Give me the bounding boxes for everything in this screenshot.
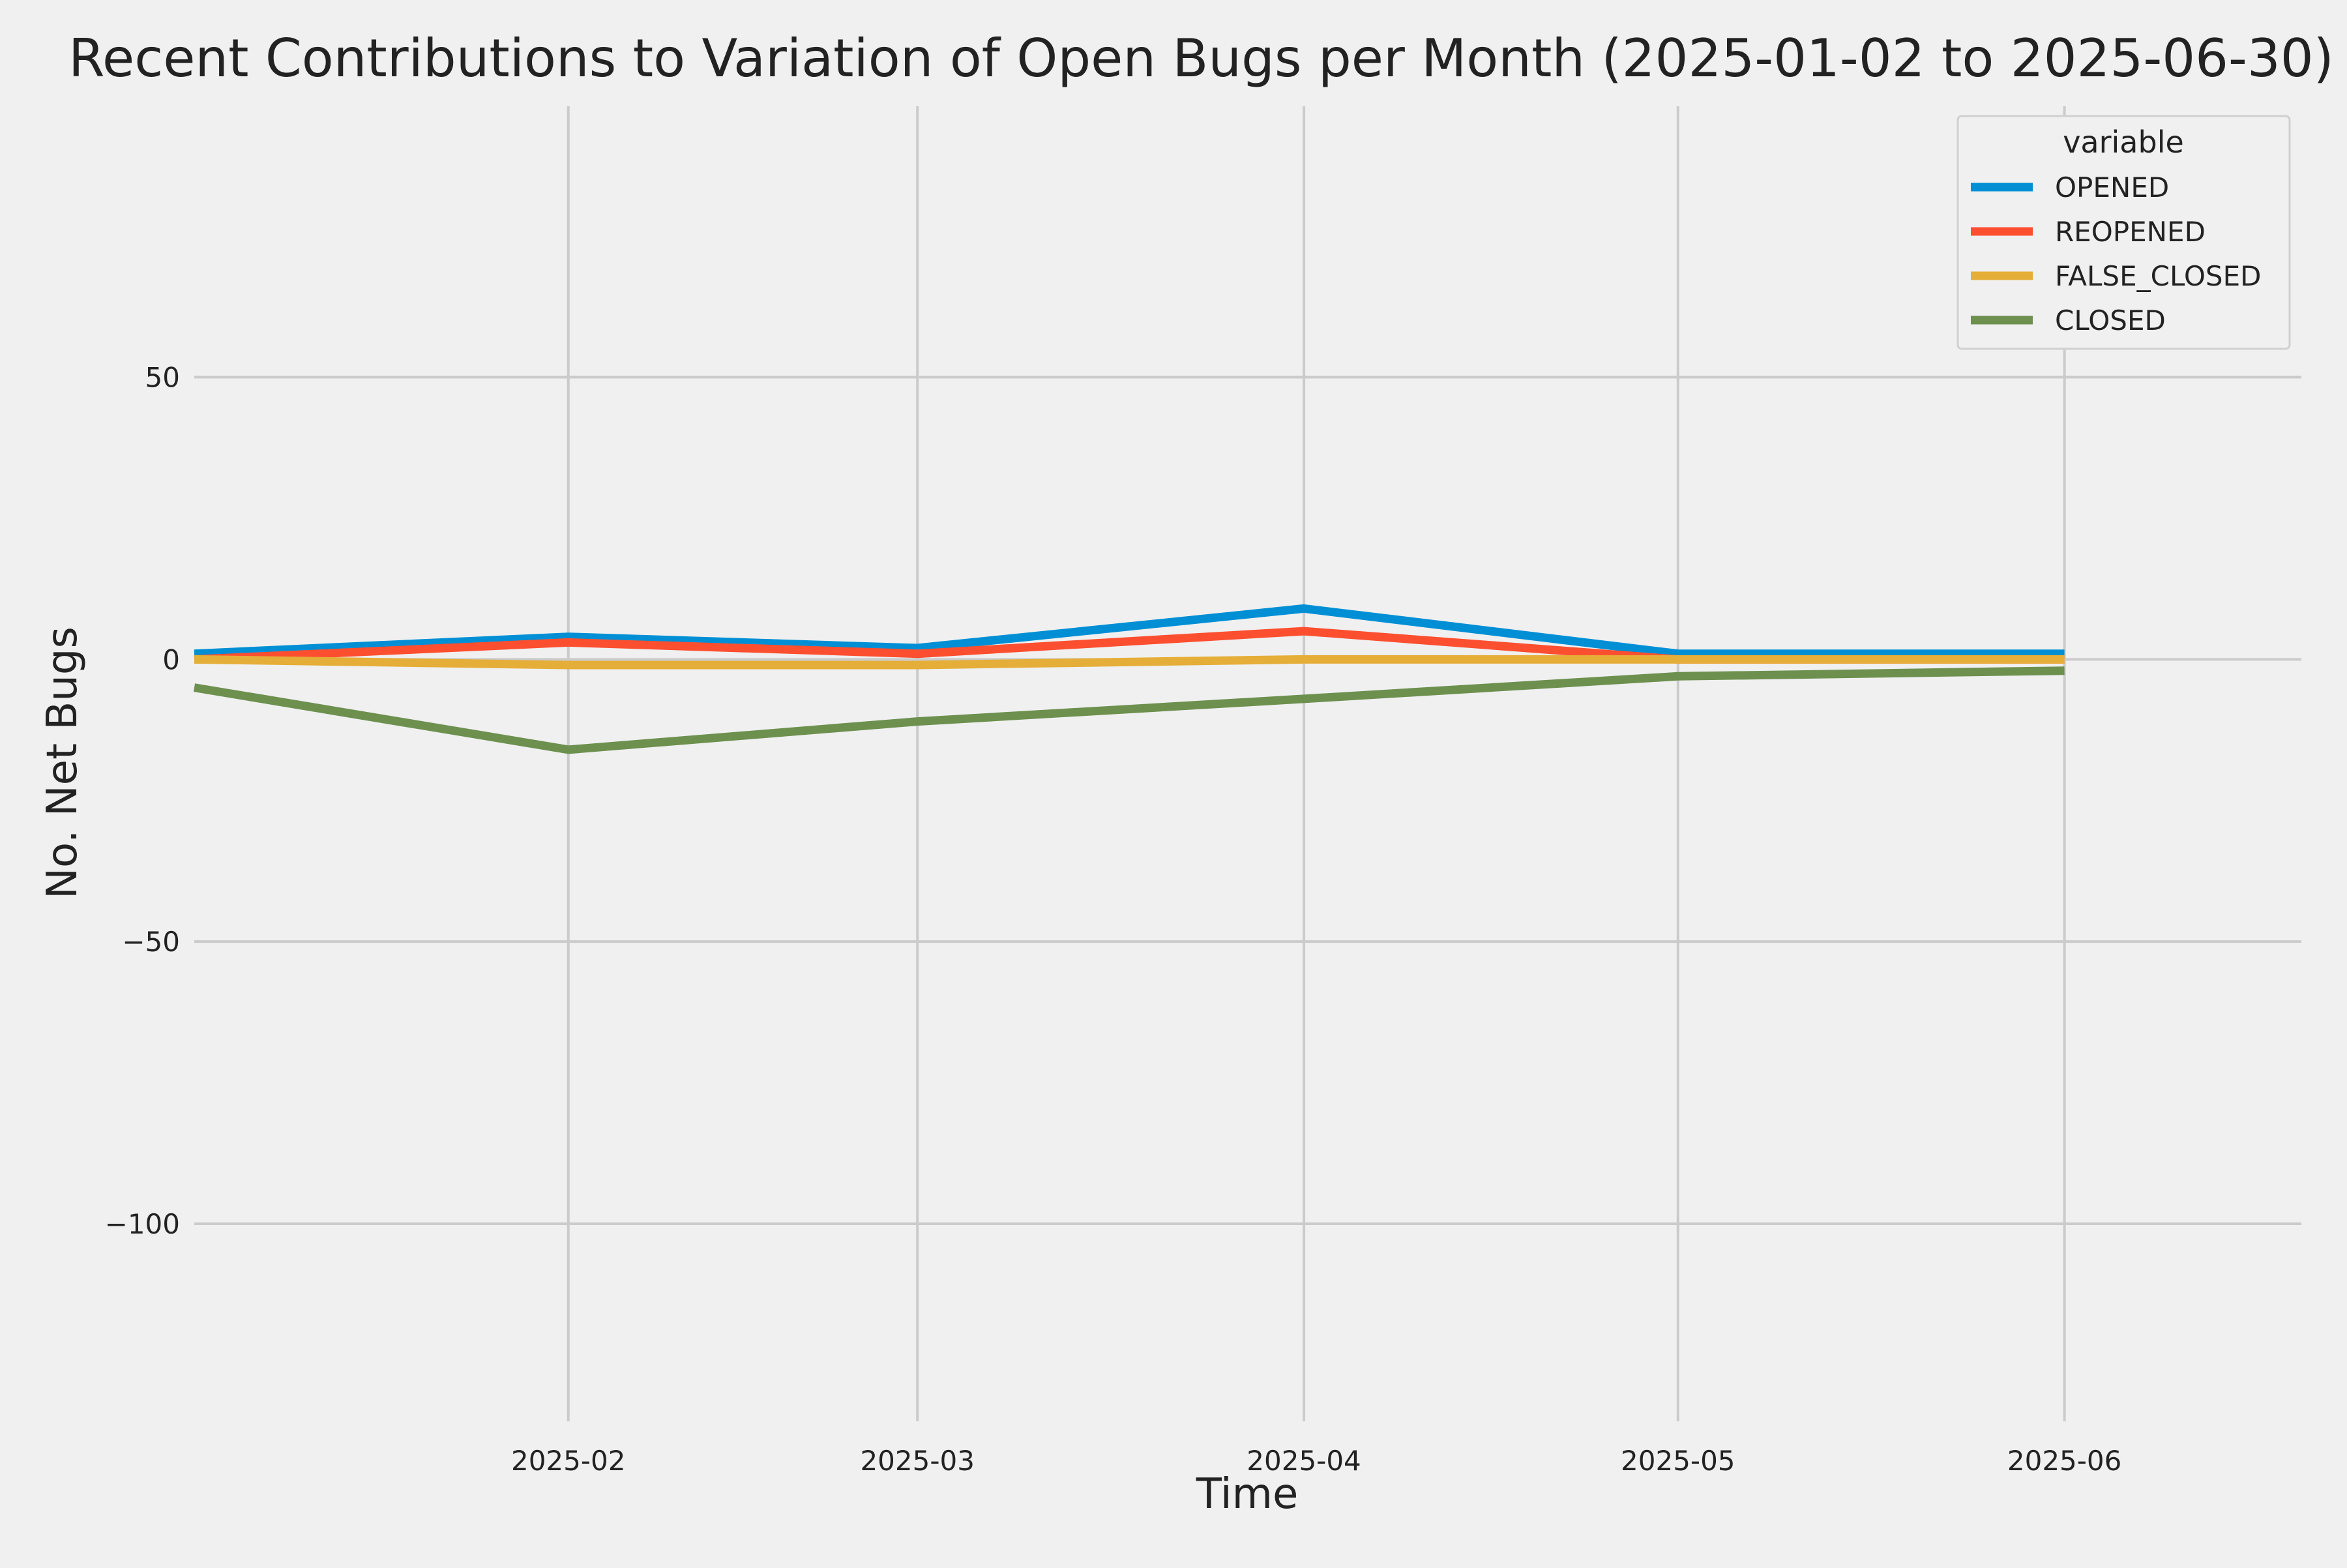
- legend-label: OPENED: [2055, 171, 2169, 203]
- y-tick-label: 50: [145, 362, 180, 394]
- y-tick-label: 0: [162, 643, 180, 675]
- y-tick-label: −50: [122, 926, 180, 958]
- series-line-opened: [194, 604, 2065, 658]
- legend-label: REOPENED: [2055, 216, 2206, 248]
- legend: variable OPENED REOPENED FALSE_CLOSED CLOSE…: [1956, 115, 2291, 350]
- chart-title: Recent Contributions to Variation of Ope…: [68, 28, 2334, 89]
- x-tick-label: 2025-06: [2007, 1445, 2122, 1477]
- axis-ticks: 2025-02 2025-03 2025-04 2025-05 2025-06 50 0 −5…: [105, 362, 2122, 1477]
- x-tick-label: 2025-04: [1247, 1445, 1361, 1477]
- legend-title: variable: [2063, 125, 2184, 160]
- x-tick-label: 2025-03: [860, 1445, 975, 1477]
- x-tick-label: 2025-02: [511, 1445, 626, 1477]
- legend-label: CLOSED: [2055, 304, 2166, 336]
- legend-label: FALSE_CLOSED: [2055, 260, 2261, 292]
- series-line-false-closed: [194, 655, 2065, 670]
- legend-items: OPENED REOPENED FALSE_CLOSED CLOSED: [1971, 171, 2261, 336]
- y-tick-label: −100: [105, 1208, 180, 1240]
- series-line-closed: [193, 666, 2065, 754]
- y-axis-label: No. Net Bugs: [38, 627, 87, 899]
- series-lines: [193, 604, 2065, 754]
- x-axis-label: Time: [1196, 1470, 1299, 1518]
- legend-box: [1956, 115, 2291, 350]
- x-tick-label: 2025-05: [1621, 1445, 1735, 1477]
